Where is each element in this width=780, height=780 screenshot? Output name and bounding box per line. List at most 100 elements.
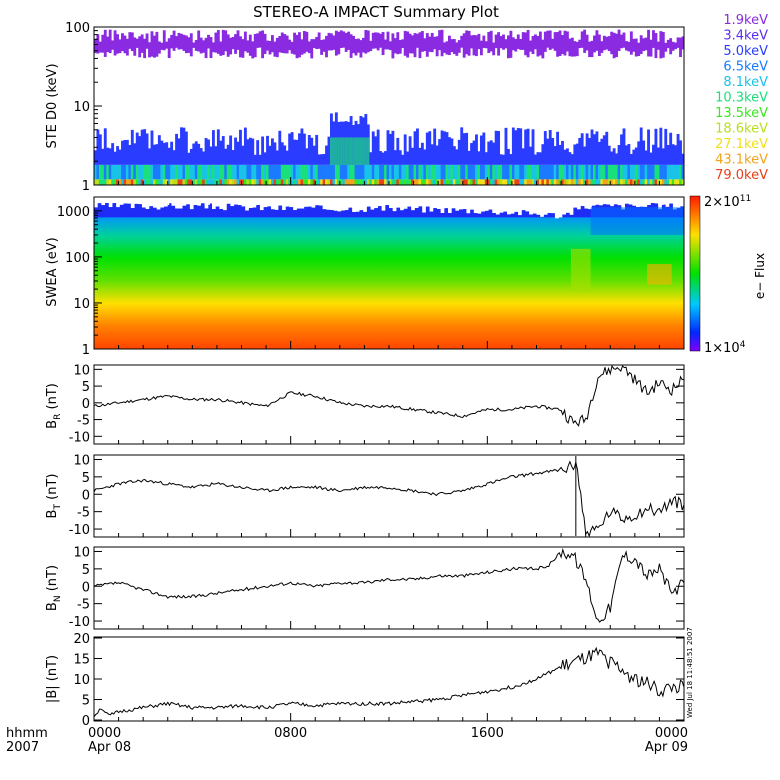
- ste-low-band: [278, 179, 282, 185]
- ste-1p9kev-band: [575, 41, 579, 57]
- ste-1p9kev-band: [347, 31, 351, 50]
- ste-low-band: [361, 179, 365, 185]
- ste-low-band: [622, 179, 626, 185]
- ste-low-band: [197, 179, 201, 185]
- ste-5kev-band: [494, 130, 498, 165]
- ste-1p9kev-band: [507, 35, 510, 59]
- ste-low-band: [288, 179, 292, 185]
- swea-empty-bin: [433, 197, 438, 209]
- ste-1p9kev-band: [393, 38, 397, 54]
- swea-empty-bin: [676, 197, 681, 209]
- ste-low-band: [654, 179, 658, 185]
- ste-low-band: [241, 179, 245, 185]
- ste-low-band: [307, 179, 311, 185]
- swea-empty-bin: [606, 197, 611, 205]
- ste-low-band: [339, 179, 343, 185]
- ste-mid-band: [138, 164, 142, 180]
- br-frame: [93, 364, 685, 445]
- swea-empty-bin: [680, 197, 685, 207]
- ste-5kev-band: [143, 129, 147, 165]
- ste-low-band: [455, 179, 459, 185]
- ste-5kev-band: [460, 127, 464, 165]
- ste-5kev-band: [416, 128, 419, 165]
- swea-high-energy-bin: [138, 204, 143, 218]
- ste-5kev-band: [519, 128, 523, 165]
- colorbar-min-label: 1×104: [704, 340, 746, 356]
- swea-high-energy-bin: [573, 207, 578, 218]
- swea-y-axis: 1 10 100 1000: [57, 196, 102, 358]
- ste-1p9kev-band: [406, 31, 410, 58]
- ste-mid-band: [366, 164, 370, 180]
- time-tick-label: 0800: [274, 726, 307, 741]
- ste-5kev-band: [271, 138, 274, 165]
- ste-mid-band: [130, 164, 134, 180]
- ste-mid-band: [361, 164, 365, 180]
- ste-1p9kev-band: [502, 34, 505, 50]
- ste-mid-band: [258, 164, 262, 180]
- ste-mid-band: [661, 164, 665, 180]
- ste-legend-entry: 1.9keV: [723, 13, 768, 28]
- ste-mid-band: [568, 164, 572, 180]
- ste-5kev-band: [551, 137, 555, 165]
- swea-empty-bin: [407, 197, 412, 207]
- swea-ylabel: SWEA (eV): [45, 237, 60, 306]
- ste-5kev-band: [209, 146, 213, 165]
- ste-1p9kev-band: [664, 42, 668, 52]
- ste-mid-band: [647, 164, 650, 180]
- ste-low-band: [145, 179, 149, 185]
- ste-5kev-band: [529, 146, 532, 165]
- ste-mid-band: [538, 164, 542, 180]
- ste-mid-band: [462, 164, 466, 180]
- ste-mid-band: [671, 164, 675, 180]
- ste-5kev-band: [575, 143, 579, 165]
- swea-dropout: [175, 197, 177, 205]
- ste-5kev-band: [462, 133, 466, 165]
- swea-high-energy-bin: [577, 209, 582, 218]
- ste-low-band: [472, 179, 476, 185]
- ste-low-band: [573, 179, 577, 185]
- ste-5kev-band: [457, 139, 461, 165]
- ste-5kev-band: [639, 127, 643, 165]
- ste-5kev-band: [504, 127, 508, 165]
- ste-5kev-band: [379, 151, 383, 165]
- ste-1p9kev-band: [475, 35, 478, 57]
- ste-5kev-band: [568, 152, 572, 165]
- swea-high-energy-bin: [318, 205, 324, 218]
- ste-mid-band: [509, 164, 513, 180]
- swea-high-energy-bin: [175, 208, 180, 218]
- ste-mid-band: [273, 164, 277, 180]
- ste-5kev-band: [231, 150, 235, 165]
- swea-high-energy-bin: [282, 210, 287, 218]
- ste-1p9kev-band: [369, 40, 373, 52]
- ste-low-band: [398, 179, 402, 185]
- ste-1p9kev-band: [644, 37, 648, 51]
- ste-low-band: [258, 179, 262, 185]
- ste-5kev-band: [514, 130, 518, 165]
- ste-low-band: [125, 179, 129, 185]
- swea-high-energy-bin: [105, 203, 110, 218]
- ste-enhancement: [354, 137, 358, 165]
- ste-low-band: [647, 179, 650, 185]
- ste-5kev-band: [425, 132, 429, 165]
- ste-low-band: [194, 179, 198, 185]
- ste-1p9kev-band: [482, 35, 486, 48]
- swea-high-energy-bin: [234, 204, 239, 218]
- ste-1p9kev-band: [337, 31, 341, 55]
- swea-empty-bin: [108, 197, 113, 208]
- ste-low-band: [177, 179, 181, 185]
- ste-mid-band: [199, 164, 203, 180]
- ste-mid-band: [263, 164, 267, 180]
- ste-1p9kev-band: [103, 29, 107, 57]
- ste-5kev-band: [275, 150, 279, 165]
- ste-low-band: [676, 179, 680, 185]
- swea-high-energy-bin: [267, 206, 272, 218]
- ste-5kev-band: [258, 154, 262, 165]
- ste-1p9kev-band: [656, 41, 660, 50]
- ste-mid-band: [332, 164, 336, 180]
- ste-1p9kev-band: [275, 37, 279, 58]
- ste-1p9kev-band: [170, 35, 174, 49]
- ste-low-band: [507, 179, 510, 185]
- ste-mid-band: [514, 164, 518, 180]
- swea-dropout: [643, 197, 645, 205]
- ste-mid-band: [376, 164, 380, 180]
